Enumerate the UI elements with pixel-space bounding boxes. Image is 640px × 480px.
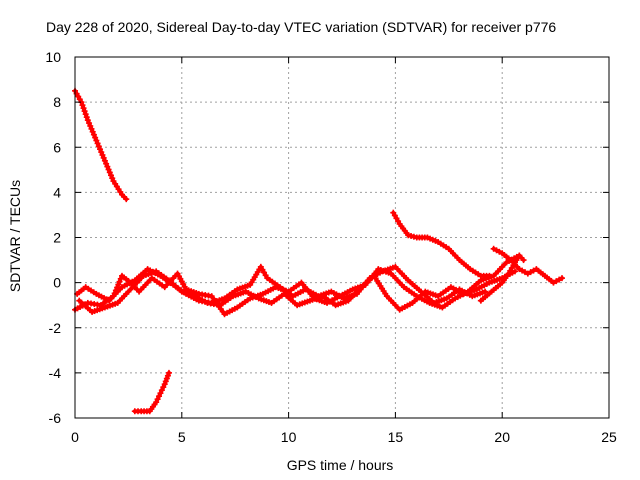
data-point <box>160 384 167 391</box>
axis-ticks: 0 5 10 15 20 25 -6 -4 -2 0 2 4 6 8 10 <box>45 49 617 445</box>
data-point <box>559 275 566 282</box>
data-point <box>482 288 489 295</box>
x-tick-label: 10 <box>281 429 297 445</box>
x-tick-label: 25 <box>601 429 617 445</box>
data-point <box>512 268 519 275</box>
y-tick-label: 8 <box>53 94 61 110</box>
data-point <box>82 111 89 118</box>
series-track-1-descending <box>72 87 130 203</box>
series-track-3-late-descending <box>390 209 493 279</box>
x-tick-label: 20 <box>494 429 510 445</box>
y-tick-label: -4 <box>49 365 62 381</box>
data-point <box>158 387 165 394</box>
x-tick-label: 15 <box>388 429 404 445</box>
data-point <box>164 372 171 379</box>
data-point <box>161 381 168 388</box>
y-tick-label: 10 <box>45 49 61 65</box>
data-point <box>80 105 87 112</box>
y-tick-label: 0 <box>53 275 61 291</box>
x-tick-label: 5 <box>178 429 186 445</box>
x-axis-title: GPS time / hours <box>287 457 394 473</box>
y-tick-label: 4 <box>53 184 61 200</box>
data-point <box>81 108 88 115</box>
data-point <box>163 375 170 382</box>
data-point <box>83 114 90 121</box>
data-point <box>157 390 164 397</box>
grid-lines <box>75 57 609 418</box>
data-point <box>79 102 86 109</box>
y-tick-label: 6 <box>53 139 61 155</box>
y-tick-label: 2 <box>53 230 61 246</box>
x-tick-label: 0 <box>71 429 79 445</box>
data-point <box>153 399 160 406</box>
series-track-8-noise-c <box>74 263 489 306</box>
data-point <box>156 393 163 400</box>
y-tick-label: -6 <box>49 410 62 426</box>
data-point <box>154 396 161 403</box>
data-points <box>72 87 566 415</box>
data-point <box>123 196 130 203</box>
series-track-2-negative <box>131 369 172 415</box>
data-point <box>516 252 523 259</box>
chart-title: Day 228 of 2020, Sidereal Day-to-day VTE… <box>46 19 556 35</box>
data-point <box>520 257 527 264</box>
data-point <box>165 369 172 376</box>
data-point <box>162 378 169 385</box>
y-tick-label: -2 <box>49 320 62 336</box>
y-axis-title: SDTVAR / TECUs <box>7 180 23 292</box>
